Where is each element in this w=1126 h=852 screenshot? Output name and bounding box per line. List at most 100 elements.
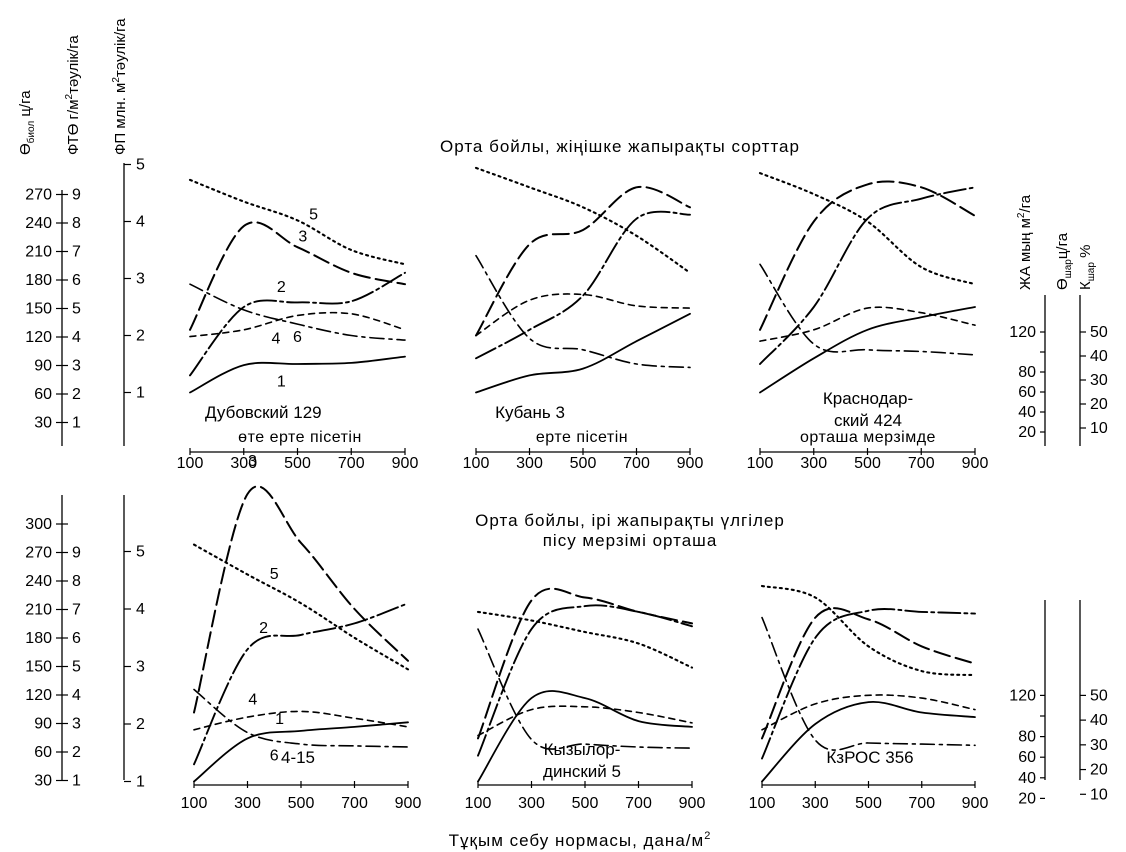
panels-layer: 100 300 500 700 900 1 2 3 4 5 6 Дубовский 129 өте ер… bbox=[177, 166, 989, 812]
x-tick-label-bottom-2-100: 100 bbox=[465, 795, 492, 812]
series-top-1-line-1 bbox=[189, 355, 406, 394]
top-tick-label-ja-120: 120 bbox=[1009, 324, 1036, 341]
x-tick-label-bottom-1-500: 500 bbox=[288, 795, 315, 812]
series-label-bottom-1-5: 5 bbox=[270, 566, 279, 583]
x-tick-label-top-2-100: 100 bbox=[463, 455, 490, 472]
x-tick-label-top-1-900: 900 bbox=[392, 455, 419, 472]
series-top-3-line-2 bbox=[759, 186, 976, 365]
series-top-1-line-5 bbox=[188, 178, 407, 266]
left-axis-titles: Өбиол ц/га ФТӨ г/м2тәулік/га ФП млн. м2т… bbox=[17, 18, 129, 155]
top-tick-label-fto-1: 1 bbox=[72, 415, 81, 432]
bottom-row-title-line2: пісу мерзімі орташа bbox=[543, 531, 718, 550]
top-tick-label-biol-210: 210 bbox=[25, 244, 52, 261]
top-tick-label-k-10: 10 bbox=[1090, 420, 1108, 437]
series-top-3-line-3 bbox=[759, 180, 976, 331]
series-bottom-1-line-5 bbox=[192, 543, 410, 671]
series-top-2-line-2 bbox=[475, 210, 691, 360]
bottom-tick-label-fp-1: 1 bbox=[136, 774, 145, 791]
series-top-2-line-1 bbox=[475, 312, 691, 394]
series-top-1-line-2 bbox=[189, 271, 406, 377]
top-tick-label-fp-5: 5 bbox=[136, 157, 145, 174]
x-tick-label-top-3-100: 100 bbox=[747, 455, 774, 472]
x-tick-label-top-1-100: 100 bbox=[177, 455, 204, 472]
bottom-tick-label-fto-2: 2 bbox=[72, 744, 81, 761]
bottom-tick-label-fp-3: 3 bbox=[136, 659, 145, 676]
series-bottom-1-line-4 bbox=[193, 710, 409, 731]
series-bottom-2-line-3 bbox=[477, 587, 693, 740]
top-tick-label-fto-9: 9 bbox=[72, 187, 81, 204]
bottom-tick-label-fto-6: 6 bbox=[72, 630, 81, 647]
series-top-3-line-4 bbox=[759, 306, 976, 342]
x-tick-label-bottom-1-900: 900 bbox=[395, 795, 422, 812]
x-tick-label-bottom-1-700: 700 bbox=[341, 795, 368, 812]
x-tick-label-top-2-700: 700 bbox=[623, 455, 650, 472]
series-bottom-2-line-1 bbox=[477, 690, 693, 783]
bottom-tick-label-fp-4: 4 bbox=[136, 601, 145, 618]
bottom-tick-label-biol-30: 30 bbox=[34, 773, 52, 790]
series-bottom-3-line-6 bbox=[761, 616, 976, 751]
variety-label-top-1: Дубовский 129 bbox=[205, 403, 322, 422]
panel-bottom-1: 100 300 500 700 900 1 2 3 4 5 6 4-15 bbox=[181, 453, 422, 812]
top-row-title: Орта бойлы, жіңішке жапырақты сорттар bbox=[440, 137, 800, 156]
top-tick-label-fp-2: 2 bbox=[136, 328, 145, 345]
bottom-tick-label-k-10: 10 bbox=[1090, 786, 1108, 803]
axis-title-fp: ФП млн. м2тәулік/га bbox=[111, 18, 129, 155]
bottom-tick-label-biol-180: 180 bbox=[25, 630, 52, 647]
series-bottom-3-line-2 bbox=[761, 608, 976, 760]
top-tick-label-k-20: 20 bbox=[1090, 396, 1108, 413]
series-bottom-1-line-6 bbox=[193, 688, 409, 748]
bottom-tick-label-biol-60: 60 bbox=[34, 744, 52, 761]
top-tick-label-biol-90: 90 bbox=[34, 358, 52, 375]
maturity-label-top-3: орташа мерзімде bbox=[800, 429, 936, 446]
top-tick-label-biol-150: 150 bbox=[25, 301, 52, 318]
tick-layer: 3060901201501802102402701234567891234520… bbox=[25, 157, 1108, 808]
bottom-tick-label-fto-3: 3 bbox=[72, 716, 81, 733]
top-tick-label-ja-20: 20 bbox=[1018, 424, 1036, 441]
top-tick-label-fto-3: 3 bbox=[72, 358, 81, 375]
series-label-top-1-6: 6 bbox=[293, 329, 302, 346]
top-tick-label-fto-8: 8 bbox=[72, 215, 81, 232]
x-tick-label-top-3-700: 700 bbox=[908, 455, 935, 472]
x-tick-label-bottom-2-700: 700 bbox=[625, 795, 652, 812]
variety-label-bottom-2-line1: Кызылор- bbox=[544, 740, 621, 759]
bottom-tick-label-k-30: 30 bbox=[1090, 737, 1108, 754]
x-tick-label-bottom-3-900: 900 bbox=[962, 795, 989, 812]
x-tick-label-top-3-300: 300 bbox=[800, 455, 827, 472]
bottom-tick-label-biol-150: 150 bbox=[25, 659, 52, 676]
x-tick-label-top-2-900: 900 bbox=[677, 455, 704, 472]
x-tick-label-top-3-500: 500 bbox=[854, 455, 881, 472]
bottom-tick-label-biol-120: 120 bbox=[25, 687, 52, 704]
bottom-tick-label-ja-60: 60 bbox=[1018, 749, 1036, 766]
series-bottom-3-line-3 bbox=[761, 607, 976, 740]
top-tick-label-fto-7: 7 bbox=[72, 244, 81, 261]
bottom-tick-label-ja-40: 40 bbox=[1018, 770, 1036, 787]
series-top-1-line-3 bbox=[189, 221, 406, 331]
series-bottom-2-line-5 bbox=[476, 610, 694, 669]
bottom-tick-label-k-20: 20 bbox=[1090, 762, 1108, 779]
top-tick-label-k-30: 30 bbox=[1090, 372, 1108, 389]
top-tick-label-biol-120: 120 bbox=[25, 329, 52, 346]
axis-title-biol: Өбиол ц/га bbox=[17, 90, 37, 155]
series-top-3-line-6 bbox=[759, 263, 976, 356]
bottom-tick-label-ja-80: 80 bbox=[1018, 729, 1036, 746]
bottom-tick-label-k-50: 50 bbox=[1090, 687, 1108, 704]
variety-label-bottom-1: 4-15 bbox=[281, 748, 315, 767]
series-bottom-3-line-5 bbox=[760, 584, 977, 677]
series-bottom-3-line-1 bbox=[761, 700, 976, 783]
bottom-tick-label-biol-270: 270 bbox=[25, 545, 52, 562]
series-bottom-1-line-3 bbox=[193, 485, 409, 714]
series-bottom-2-line-4 bbox=[477, 705, 693, 737]
panel-bottom-2: 100 300 500 700 900 Кызылор-динский 5 bbox=[465, 587, 705, 812]
series-label-bottom-1-1: 1 bbox=[275, 711, 284, 728]
bottom-tick-label-fto-7: 7 bbox=[72, 602, 81, 619]
top-tick-label-k-40: 40 bbox=[1090, 348, 1108, 365]
x-tick-label-bottom-1-100: 100 bbox=[181, 795, 208, 812]
bottom-tick-label-fto-1: 1 bbox=[72, 773, 81, 790]
top-tick-label-fto-5: 5 bbox=[72, 301, 81, 318]
variety-label-top-3-line2: ский 424 bbox=[834, 411, 902, 430]
bottom-tick-label-biol-210: 210 bbox=[25, 602, 52, 619]
panel-top-1: 100 300 500 700 900 1 2 3 4 5 6 Дубовский 129 өте ер… bbox=[177, 178, 419, 472]
maturity-label-top-2: ерте пісетін bbox=[536, 429, 628, 446]
series-top-1-line-6 bbox=[189, 283, 406, 341]
